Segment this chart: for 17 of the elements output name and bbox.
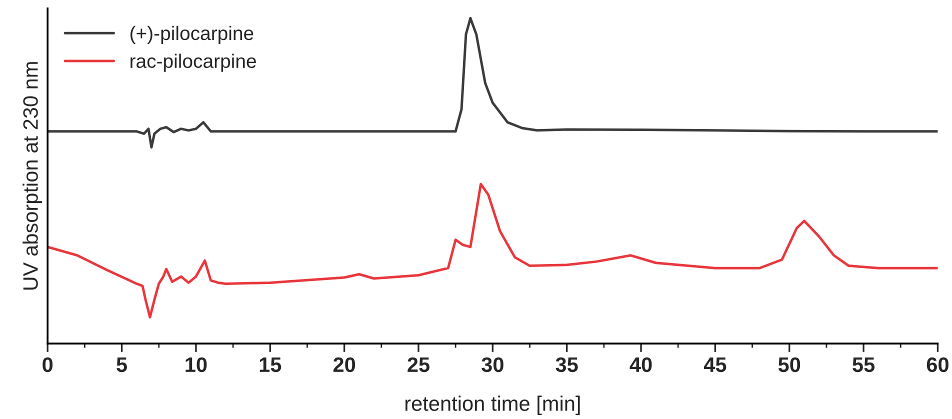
x-tick-label: 5 (116, 358, 127, 372)
legend-label: (+)-pilocarpine (130, 26, 254, 44)
x-tick-label: 45 (704, 358, 726, 372)
x-tick-label: 30 (482, 357, 504, 372)
x-tick-label: 35 (556, 357, 578, 372)
legend-label: rac-pilocarpine (130, 54, 256, 72)
x-tick-label: 10 (186, 357, 207, 372)
x-tick-label: 25 (408, 357, 430, 372)
x-tick-label: 15 (260, 358, 282, 372)
x-tick-label: 40 (630, 357, 652, 372)
x-tick-label: 0 (42, 357, 53, 372)
y-axis-title: UV absorption at 230 nm (22, 62, 42, 290)
x-tick-label: 60 (926, 357, 948, 372)
x-tick-label: 20 (333, 357, 356, 372)
x-tick-label: 50 (778, 357, 800, 372)
x-axis-title: retention time [min] (405, 396, 580, 416)
x-tick-label: 55 (852, 358, 875, 372)
